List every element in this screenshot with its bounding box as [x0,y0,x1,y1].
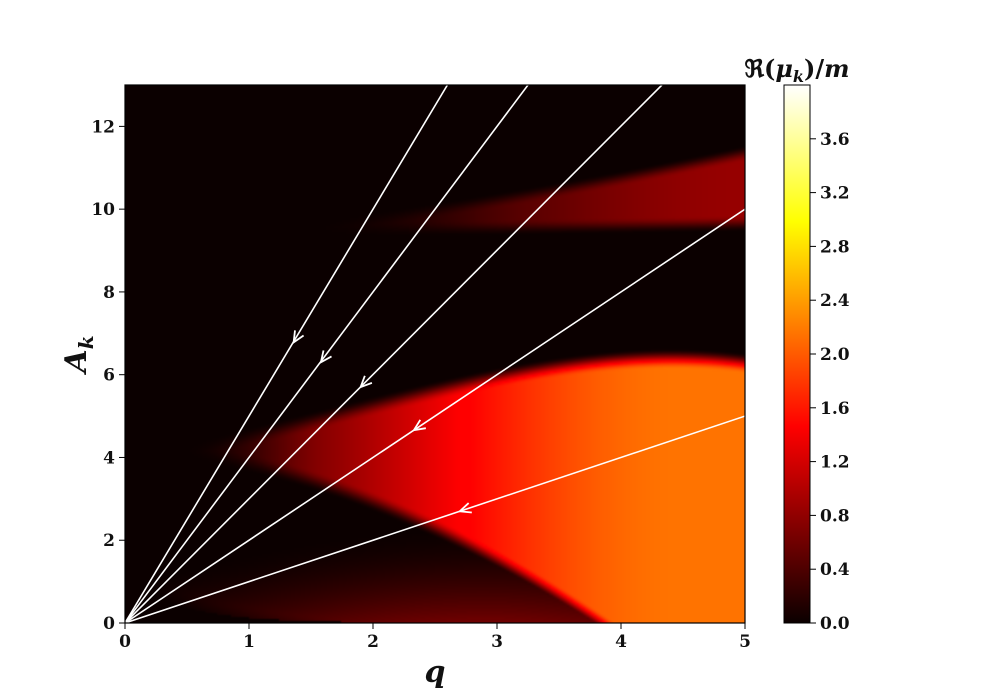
x-tick-label: 1 [243,632,255,652]
y-axis-label-main: A [59,349,94,375]
colorbar-tick-label: 2.0 [820,345,850,365]
y-tick-label: 12 [91,117,115,137]
trajectory-line [125,85,529,623]
trajectory-line [125,85,449,623]
y-tick-label: 0 [103,614,115,634]
colorbar-tick-label: 0.8 [820,506,850,526]
trajectory-line [125,85,663,623]
colorbar-tick-label: 3.2 [820,184,850,204]
trajectory-arrow [359,375,373,389]
trajectory-arrow [292,330,305,345]
y-axis-label-sub: k [74,335,98,349]
colorbar-tick-label: 1.6 [820,399,850,419]
y-tick-label: 8 [103,283,115,303]
trajectory-arrow [457,502,472,514]
svg-text:Ak: Ak [59,335,98,375]
colorbar-title: ℜ(μk)/m [744,54,849,86]
x-tick-label: 5 [739,632,751,652]
y-tick-label: 4 [103,448,115,468]
x-axis-label: q [425,655,446,690]
trajectory-arrow [412,419,426,432]
colorbar-axis: 0.0 0.4 0.8 1.2 1.6 2.0 2.4 2.8 3.2 3.6 [810,130,850,634]
x-tick-label: 2 [367,632,379,652]
heatmap-image [125,85,745,623]
colorbar-tick-label: 2.4 [820,291,850,311]
colorbar [783,84,811,624]
trajectory-line [125,415,745,623]
colorbar-tick-label: 0.0 [820,614,850,634]
trajectory-lines [125,85,745,623]
y-tick-label: 6 [103,366,115,386]
x-tick-label: 0 [119,632,131,652]
x-tick-label: 3 [491,632,503,652]
y-axis-label: Ak [59,335,98,375]
colorbar-tick-label: 3.6 [820,130,850,150]
trajectory-arrow [319,350,332,365]
trajectory-line [125,208,745,623]
x-tick-label: 4 [615,632,627,652]
y-tick-label: 10 [91,200,115,220]
colorbar-tick-label: 2.8 [820,237,850,257]
y-tick-label: 2 [103,531,115,551]
plot-frame [124,84,746,624]
colorbar-tick-label: 0.4 [820,560,850,580]
x-axis: 0 1 2 3 4 5 [119,623,751,652]
y-axis: 0 2 4 6 8 10 12 [91,117,125,634]
colorbar-tick-label: 1.2 [820,453,850,473]
heatmap [125,85,745,623]
